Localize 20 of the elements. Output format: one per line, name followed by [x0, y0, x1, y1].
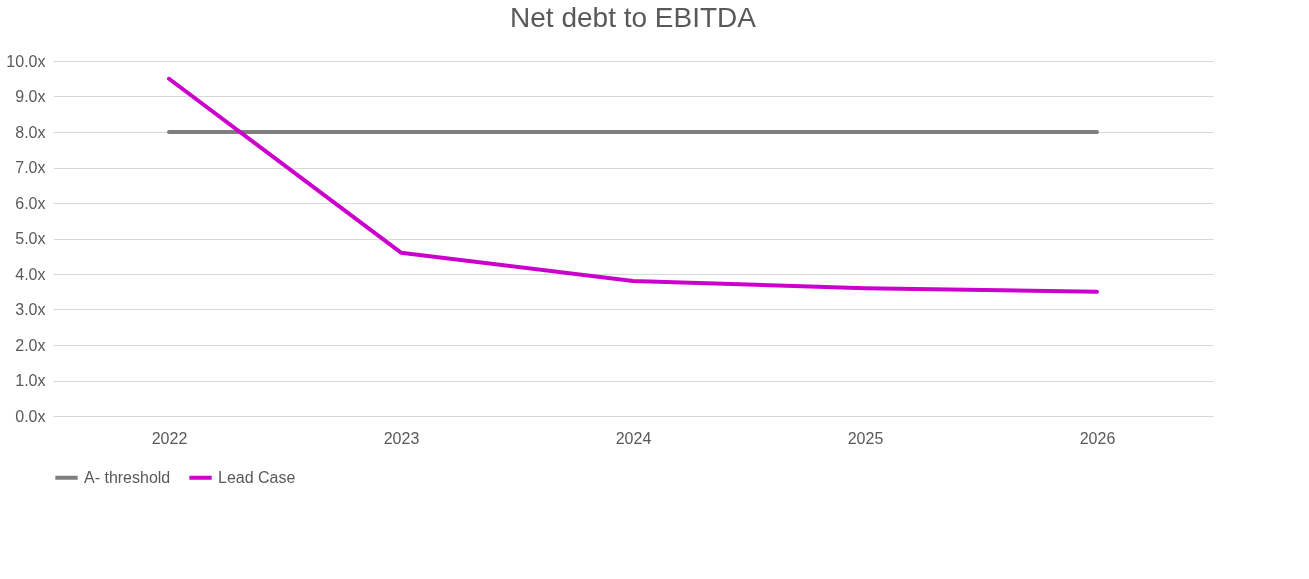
y-tick-label: 7.0x: [15, 159, 46, 176]
x-tick-label: 2023: [383, 429, 420, 447]
x-tick-label: 2022: [151, 429, 188, 447]
line-series: [167, 76, 1099, 294]
y-tick-label: 9.0x: [15, 88, 46, 105]
chart-title: Net debt to EBITDA: [510, 2, 757, 33]
y-tick-label: 0.0x: [15, 407, 46, 425]
y-tick-label: 6.0x: [15, 194, 46, 212]
legend-label: Lead Case: [218, 468, 296, 486]
y-tick-label: 8.0x: [15, 123, 46, 141]
y-tick-label: 1.0x: [15, 372, 46, 389]
x-tick-label: 2024: [615, 429, 652, 447]
y-tick-label: 4.0x: [15, 265, 46, 283]
y-tick-label: 2.0x: [15, 336, 46, 354]
y-tick-label: 5.0x: [15, 230, 46, 247]
y-tick-label: 3.0x: [15, 301, 46, 318]
y-tick-label: 10.0x: [6, 52, 46, 70]
legend-label: A- threshold: [84, 468, 171, 486]
x-tick-label: 2026: [1079, 429, 1116, 447]
x-tick-label: 2025: [847, 429, 884, 447]
